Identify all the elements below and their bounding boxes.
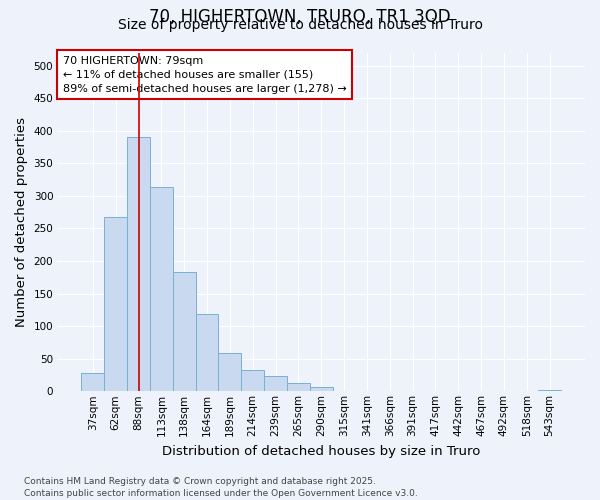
Y-axis label: Number of detached properties: Number of detached properties [15,117,28,327]
Text: 70 HIGHERTOWN: 79sqm
← 11% of detached houses are smaller (155)
89% of semi-deta: 70 HIGHERTOWN: 79sqm ← 11% of detached h… [63,56,346,94]
Bar [196,314,218,392]
Bar [173,272,196,392]
Bar [150,186,173,392]
Bar [287,383,310,392]
Bar [310,386,332,392]
Bar [218,353,241,392]
Text: Contains HM Land Registry data © Crown copyright and database right 2025.
Contai: Contains HM Land Registry data © Crown c… [24,476,418,498]
Bar [264,376,287,392]
Bar [104,218,127,392]
Bar [538,390,561,392]
Text: Size of property relative to detached houses in Truro: Size of property relative to detached ho… [118,18,482,32]
X-axis label: Distribution of detached houses by size in Truro: Distribution of detached houses by size … [162,444,481,458]
Bar [241,370,264,392]
Text: 70, HIGHERTOWN, TRURO, TR1 3QD: 70, HIGHERTOWN, TRURO, TR1 3QD [149,8,451,26]
Bar [127,137,150,392]
Bar [82,373,104,392]
